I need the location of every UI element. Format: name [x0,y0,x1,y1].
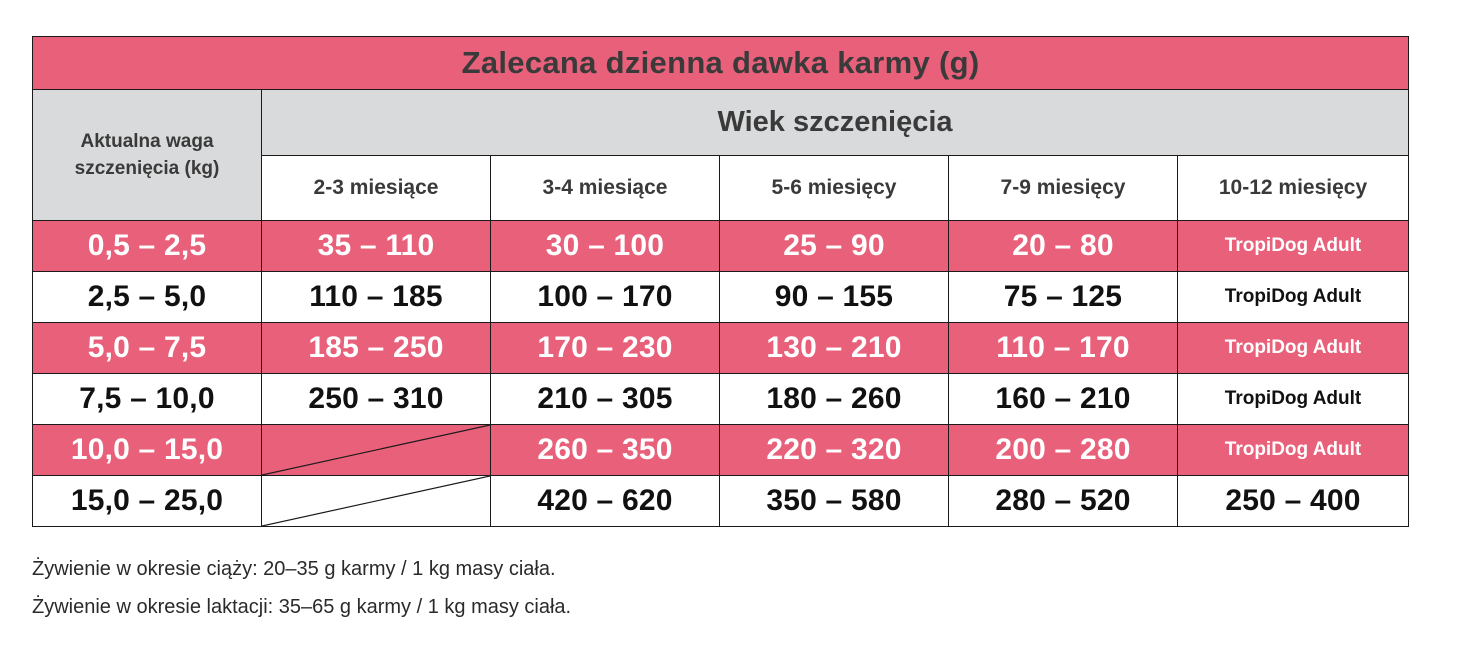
dose-cell: 220 – 320 [719,424,949,476]
table-title: Zalecana dzienna dawka karmy (g) [31,36,1410,90]
dose-cell: 35 – 110 [261,220,491,272]
brand-cell: TropiDog Adult [1176,373,1410,425]
brand-cell: TropiDog Adult [1176,424,1410,476]
diagonal-strike [262,425,490,475]
age-column-header: 3-4 miesiące [490,155,720,221]
diagonal-strike [262,476,490,526]
dose-cell: 110 – 185 [261,271,491,323]
empty-cell [261,475,491,527]
weight-cell: 7,5 – 10,0 [32,373,262,425]
dose-cell: 260 – 350 [490,424,720,476]
brand-cell: TropiDog Adult [1176,271,1410,323]
feeding-table: Zalecana dzienna dawka karmy (g) Aktualn… [31,36,1410,527]
table-row: 2,5 – 5,0 110 – 185 100 – 170 90 – 155 7… [32,271,1410,323]
feeding-notes: Żywienie w okresie ciąży: 20–35 g karmy … [32,550,571,626]
weight-header-text: Aktualna waga szczenięcia (kg) [74,131,220,179]
dose-cell: 250 – 400 [1176,475,1410,527]
brand-cell: TropiDog Adult [1176,322,1410,374]
age-column-header: 7-9 miesięcy [948,155,1178,221]
dose-cell: 280 – 520 [948,475,1178,527]
dose-cell: 160 – 210 [948,373,1178,425]
weight-cell: 0,5 – 2,5 [32,220,262,272]
dose-cell: 100 – 170 [490,271,720,323]
brand-cell: TropiDog Adult [1176,220,1410,272]
dose-cell: 180 – 260 [719,373,949,425]
weight-cell: 10,0 – 15,0 [32,424,262,476]
table-row: 5,0 – 7,5 185 – 250 170 – 230 130 – 210 … [32,322,1410,374]
weight-column-header: Aktualna waga szczenięcia (kg) [32,89,262,221]
dose-cell: 170 – 230 [490,322,720,374]
dose-cell: 90 – 155 [719,271,949,323]
age-column-header: 5-6 miesięcy [719,155,949,221]
age-column-header: 2-3 miesiące [261,155,491,221]
table-row: 10,0 – 15,0 260 – 350 220 – 320 200 – 28… [32,424,1410,476]
pregnancy-note: Żywienie w okresie ciąży: 20–35 g karmy … [32,558,556,580]
dose-cell: 185 – 250 [261,322,491,374]
feeding-table-container: Zalecana dzienna dawka karmy (g) Aktualn… [31,36,1410,527]
dose-cell: 25 – 90 [719,220,949,272]
table-row: 15,0 – 25,0 420 – 620 350 – 580 280 – 52… [32,475,1410,527]
dose-cell: 30 – 100 [490,220,720,272]
table-row: 7,5 – 10,0 250 – 310 210 – 305 180 – 260… [32,373,1410,425]
dose-cell: 130 – 210 [719,322,949,374]
empty-cell [261,424,491,476]
lactation-note: Żywienie w okresie laktacji: 35–65 g kar… [32,596,572,618]
dose-cell: 350 – 580 [719,475,949,527]
age-column-header: 10-12 miesięcy [1176,155,1410,221]
age-header: Wiek szczenięcia [260,89,1410,156]
dose-cell: 75 – 125 [948,271,1178,323]
dose-cell: 210 – 305 [490,373,720,425]
dose-cell: 200 – 280 [948,424,1178,476]
weight-cell: 2,5 – 5,0 [32,271,262,323]
dose-cell: 420 – 620 [490,475,720,527]
dose-cell: 20 – 80 [948,220,1178,272]
dose-cell: 110 – 170 [948,322,1178,374]
weight-cell: 5,0 – 7,5 [32,322,262,374]
table-row: 0,5 – 2,5 35 – 110 30 – 100 25 – 90 20 –… [32,220,1410,272]
dose-cell: 250 – 310 [261,373,491,425]
weight-cell: 15,0 – 25,0 [32,475,262,527]
